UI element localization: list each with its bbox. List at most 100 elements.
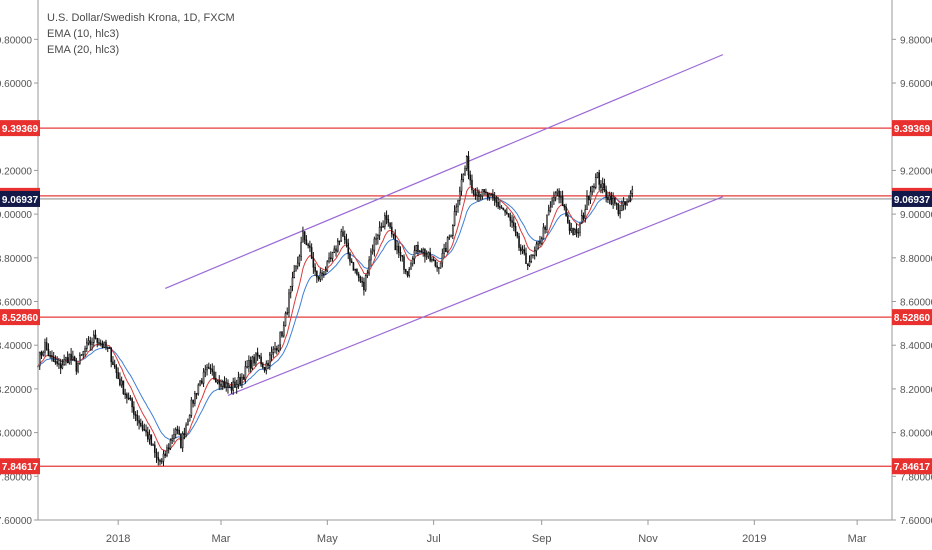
candle-body <box>58 363 60 365</box>
y-tick-label: 7.60000 <box>0 516 32 527</box>
candle-body <box>65 357 67 360</box>
candle-body <box>514 226 517 233</box>
candle-body <box>338 240 341 243</box>
candle-body <box>195 393 198 395</box>
candle-body <box>188 415 191 422</box>
candle-body <box>267 362 269 367</box>
candle-body <box>500 207 503 209</box>
candle-body <box>385 215 388 220</box>
candle-body <box>537 241 540 245</box>
candle-body <box>253 356 255 364</box>
candle-body <box>105 341 107 349</box>
candle-body <box>483 189 485 193</box>
candle-body <box>631 189 634 194</box>
candle-body <box>157 457 160 461</box>
candle-body <box>94 334 97 339</box>
candle-body <box>415 244 418 251</box>
x-tick-label: 2018 <box>106 533 130 545</box>
candle-body <box>63 359 65 366</box>
candle-body <box>525 252 527 265</box>
candle-body <box>371 249 374 253</box>
candle-body <box>309 245 311 248</box>
candle-body <box>565 206 567 217</box>
candle-body <box>235 384 238 388</box>
candle-body <box>343 236 346 240</box>
level-label: 7.84617 <box>894 462 931 473</box>
candle-body <box>495 199 498 203</box>
candle-body <box>389 222 391 228</box>
candle-body <box>547 210 550 216</box>
candle-body <box>61 364 64 369</box>
candle-body <box>356 268 358 275</box>
candle-body <box>153 444 156 453</box>
level-label: 8.52860 <box>894 313 931 324</box>
candle-body <box>162 453 165 462</box>
candle-body <box>333 248 336 253</box>
candle-body <box>199 380 201 386</box>
candle-body <box>465 155 468 169</box>
candle-body <box>286 312 289 314</box>
candle-body <box>570 228 573 231</box>
candle-body <box>152 444 154 446</box>
candle-body <box>502 207 505 211</box>
candlestick-series <box>37 151 634 467</box>
candle-body <box>397 245 400 253</box>
candle-body <box>169 440 172 449</box>
candle-body <box>499 206 501 208</box>
candle-body <box>370 251 372 261</box>
candle-body <box>424 249 426 257</box>
candle-body <box>220 383 222 387</box>
y-tick-label: 8.80000 <box>900 254 932 265</box>
candle-body <box>406 271 409 276</box>
candle-body <box>392 233 395 236</box>
candle-body <box>540 238 543 244</box>
candle-body <box>451 224 454 237</box>
candle-body <box>446 237 449 253</box>
candle-body <box>352 262 355 271</box>
candle-body <box>298 255 301 264</box>
y-tick-label: 8.00000 <box>0 429 32 440</box>
ema-20-line <box>37 196 633 440</box>
candle-body <box>268 354 271 367</box>
candle-body <box>44 342 46 353</box>
candle-body <box>326 260 329 272</box>
candle-body <box>467 155 470 176</box>
candle-body <box>112 361 114 366</box>
candle-body <box>368 259 370 274</box>
candle-body <box>504 209 506 213</box>
candle-body <box>59 363 62 369</box>
candle-body <box>282 325 285 337</box>
candle-body <box>321 272 323 275</box>
candle-body <box>384 215 386 227</box>
y-tick-label: 8.60000 <box>900 298 932 309</box>
candle-body <box>214 377 217 383</box>
horizontal-levels[interactable] <box>38 127 892 467</box>
y-tick-label: 8.00000 <box>900 429 932 440</box>
y-tick-label: 9.20000 <box>900 166 932 177</box>
candle-body <box>422 249 424 253</box>
candle-body <box>619 210 621 215</box>
y-tick-label: 7.60000 <box>900 516 932 527</box>
candle-body <box>622 201 625 206</box>
candle-body <box>509 216 512 221</box>
candle-body <box>127 397 130 400</box>
candle-body <box>598 172 601 185</box>
candle-body <box>260 356 262 365</box>
candle-body <box>291 277 294 287</box>
candle-body <box>549 206 552 212</box>
trend-channel[interactable] <box>164 54 724 397</box>
candle-body <box>314 267 316 272</box>
candle-body <box>335 248 337 252</box>
candle-body <box>155 452 158 458</box>
candle-body <box>535 243 538 252</box>
chart-title: U.S. Dollar/Swedish Krona, 1D, FXCM <box>47 12 235 24</box>
candle-body <box>342 231 344 237</box>
candle-body <box>148 434 151 440</box>
candle-body <box>436 265 438 268</box>
candle-body <box>457 200 459 208</box>
y-tick-label: 8.80000 <box>0 254 32 265</box>
candle-body <box>174 429 177 435</box>
candle-body <box>237 377 240 385</box>
candle-body <box>89 340 92 345</box>
